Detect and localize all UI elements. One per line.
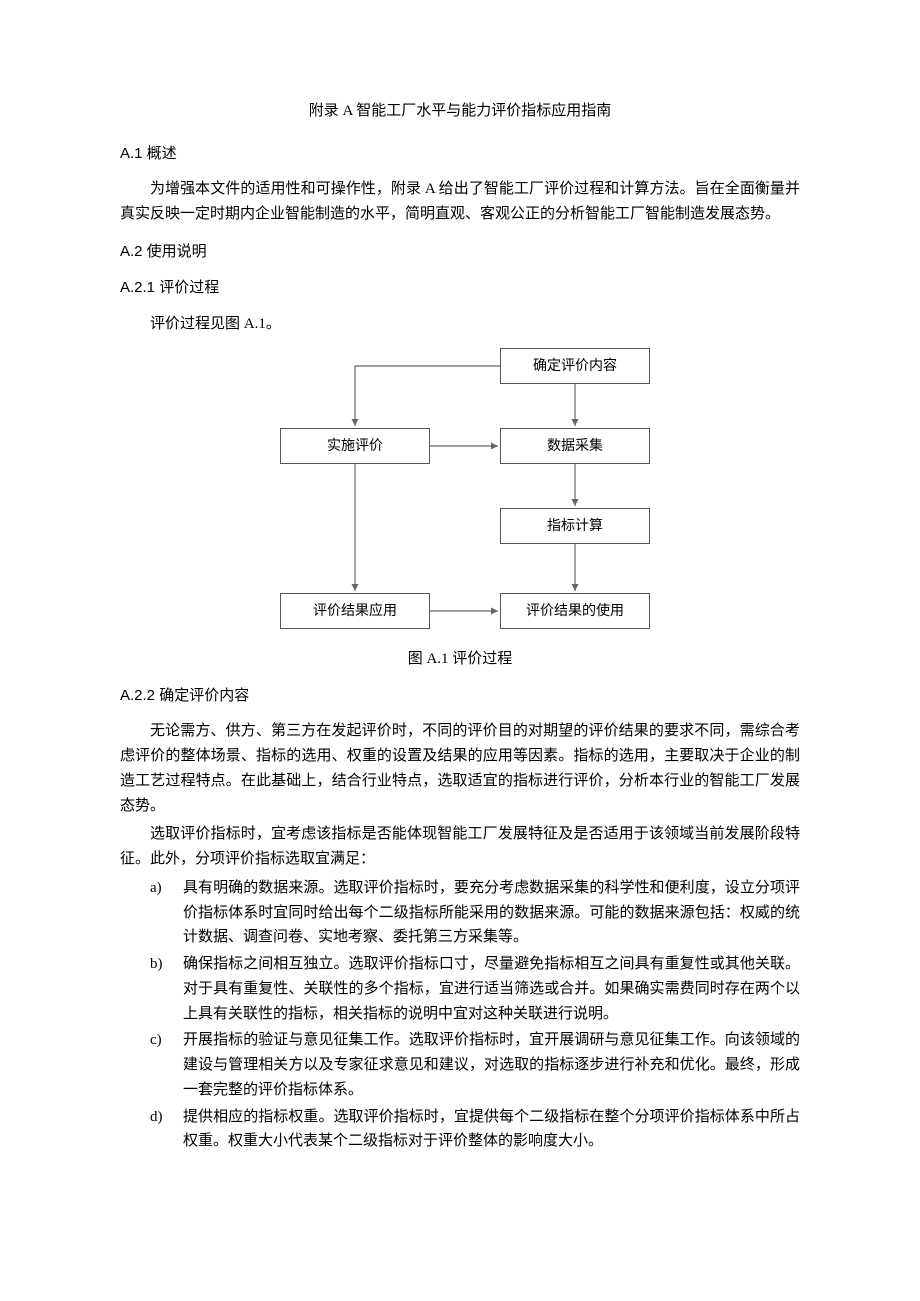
heading-a22: A.2.2 确定评价内容	[120, 685, 800, 708]
list-marker: c)	[150, 1028, 183, 1102]
node-label: 实施评价	[327, 436, 383, 457]
list-item: d) 提供相应的指标权重。选取评价指标时，宜提供每个二级指标在整个分项评价指标体…	[150, 1105, 800, 1155]
list-text: 确保指标之间相互独立。选取评价指标口寸，尽量避免指标相互之间具有重复性或其他关联…	[183, 952, 800, 1026]
node-data-collection: 数据采集	[500, 428, 650, 464]
list-a22: a) 具有明确的数据来源。选取评价指标时，要充分考虑数据采集的科学性和便利度，设…	[150, 876, 800, 1154]
para-a1: 为增强本文件的适用性和可操作性，附录 A 给出了智能工厂评价过程和计算方法。旨在…	[120, 177, 800, 227]
node-implement-eval: 实施评价	[280, 428, 430, 464]
node-label: 确定评价内容	[533, 356, 617, 377]
node-indicator-calc: 指标计算	[500, 508, 650, 544]
node-label: 指标计算	[547, 516, 603, 537]
figure-caption: 图 A.1 评价过程	[120, 648, 800, 671]
node-result-application: 评价结果应用	[280, 593, 430, 629]
list-marker: d)	[150, 1105, 183, 1155]
node-label: 评价结果的使用	[526, 601, 624, 622]
list-text: 开展指标的验证与意见征集工作。选取评价指标时，宜开展调研与意见征集工作。向该领域…	[183, 1028, 800, 1102]
list-marker: a)	[150, 876, 183, 950]
list-text: 提供相应的指标权重。选取评价指标时，宜提供每个二级指标在整个分项评价指标体系中所…	[183, 1105, 800, 1155]
para-a21: 评价过程见图 A.1。	[120, 312, 800, 337]
list-item: a) 具有明确的数据来源。选取评价指标时，要充分考虑数据采集的科学性和便利度，设…	[150, 876, 800, 950]
document-title: 附录 A 智能工厂水平与能力评价指标应用指南	[120, 100, 800, 123]
node-result-use: 评价结果的使用	[500, 593, 650, 629]
node-label: 数据采集	[547, 436, 603, 457]
heading-a1: A.1 概述	[120, 143, 800, 166]
list-item: c) 开展指标的验证与意见征集工作。选取评价指标时，宜开展调研与意见征集工作。向…	[150, 1028, 800, 1102]
list-marker: b)	[150, 952, 183, 1026]
list-item: b) 确保指标之间相互独立。选取评价指标口寸，尽量避免指标相互之间具有重复性或其…	[150, 952, 800, 1026]
node-label: 评价结果应用	[313, 601, 397, 622]
figure-a1: 确定评价内容 数据采集 实施评价 指标计算 评价结果的使用 评价结果应用	[120, 348, 800, 638]
para-a22-2: 选取评价指标时，宜考虑该指标是否能体现智能工厂发展特征及是否适用于该领域当前发展…	[120, 822, 800, 872]
para-a22-1: 无论需方、供方、第三方在发起评价时，不同的评价目的对期望的评价结果的要求不同，需…	[120, 719, 800, 818]
heading-a21: A.2.1 评价过程	[120, 277, 800, 300]
node-determine-content: 确定评价内容	[500, 348, 650, 384]
list-text: 具有明确的数据来源。选取评价指标时，要充分考虑数据采集的科学性和便利度，设立分项…	[183, 876, 800, 950]
heading-a2: A.2 使用说明	[120, 241, 800, 264]
flowchart: 确定评价内容 数据采集 实施评价 指标计算 评价结果的使用 评价结果应用	[240, 348, 680, 638]
